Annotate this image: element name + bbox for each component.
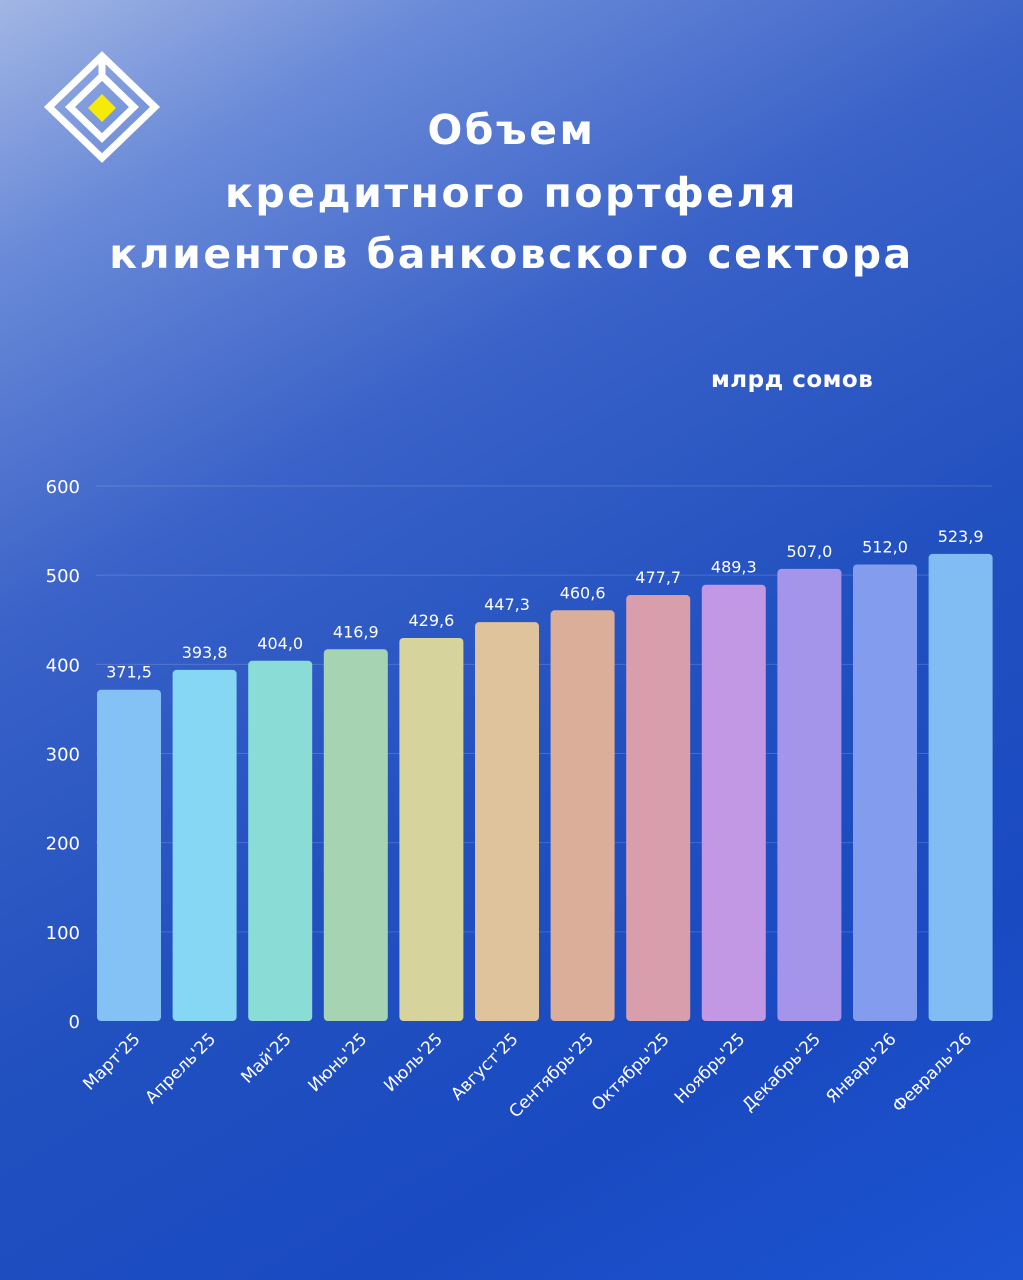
- bar: [626, 595, 691, 1021]
- x-tick-label: Август'25: [447, 1029, 522, 1104]
- chart-title-line-3: клиентов банковского сектора: [109, 230, 914, 278]
- bar: [475, 622, 539, 1021]
- value-label: 371,5: [106, 663, 152, 682]
- bar: [399, 637, 464, 1021]
- value-label: 460,6: [560, 583, 606, 602]
- bar: [777, 568, 842, 1021]
- x-tick-label: Май'25: [237, 1029, 295, 1087]
- bar: [928, 553, 993, 1021]
- x-tick-label: Февраль'26: [889, 1029, 976, 1116]
- value-label: 447,3: [484, 595, 530, 614]
- x-tick-label: Июнь'25: [305, 1029, 372, 1096]
- y-tick-label: 500: [46, 566, 80, 587]
- bar: [701, 584, 766, 1021]
- x-tick-label: Октябрь'25: [588, 1029, 674, 1115]
- bar: [172, 669, 237, 1021]
- bar: [853, 564, 917, 1021]
- bar: [97, 689, 161, 1021]
- value-label: 416,9: [333, 622, 379, 641]
- bar: [323, 649, 388, 1021]
- x-tick-label: Июль'25: [380, 1029, 447, 1096]
- y-tick-label: 400: [46, 655, 80, 676]
- bar: [248, 660, 313, 1021]
- value-label: 507,0: [786, 542, 832, 561]
- x-tick-label: Ноябрь'25: [671, 1029, 749, 1107]
- y-tick-label: 100: [46, 923, 80, 944]
- y-tick-label: 600: [46, 477, 80, 498]
- x-tick-label: Январь'26: [822, 1029, 900, 1107]
- value-label: 393,8: [182, 643, 228, 662]
- value-label: 429,6: [408, 611, 454, 630]
- value-label: 523,9: [938, 527, 984, 546]
- x-tick-label: Декабрь'25: [739, 1029, 825, 1115]
- diamond-logo-icon: [43, 51, 161, 163]
- y-tick-label: 300: [46, 745, 80, 766]
- y-tick-label: 200: [46, 834, 80, 855]
- value-label: 404,0: [257, 634, 303, 653]
- chart-title-line-1: Объем: [427, 106, 596, 154]
- bar: [550, 610, 615, 1021]
- value-label: 489,3: [711, 558, 757, 577]
- value-label: 512,0: [862, 537, 908, 556]
- x-tick-label: Апрель'25: [142, 1029, 221, 1108]
- x-tick-label: Март'25: [79, 1029, 144, 1094]
- chart-title-line-2: кредитного портфеля: [225, 169, 798, 217]
- unit-label: млрд сомов: [711, 367, 874, 393]
- value-label: 477,7: [635, 568, 681, 587]
- y-tick-label: 0: [69, 1012, 80, 1033]
